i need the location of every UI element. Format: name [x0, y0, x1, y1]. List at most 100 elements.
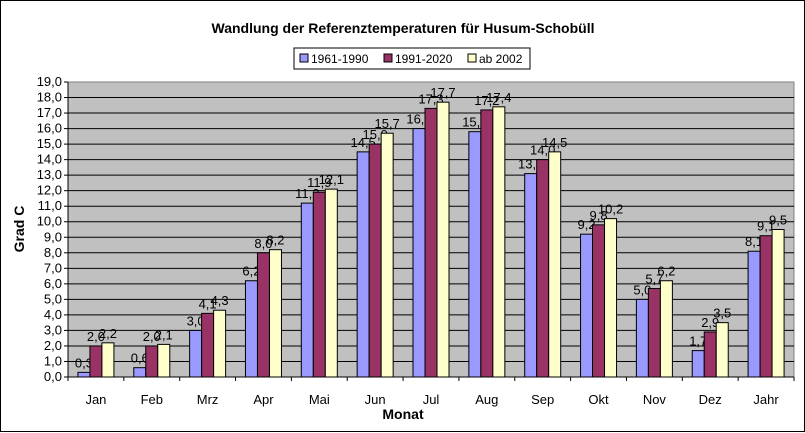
bar: [380, 132, 394, 378]
legend-swatch: [383, 53, 393, 63]
data-label: 4,3: [211, 293, 229, 308]
bar: [759, 235, 773, 378]
x-tick-label: Sep: [531, 392, 554, 407]
y-tick-label: 1,0: [44, 353, 62, 368]
bar: [436, 101, 450, 378]
bar: [592, 224, 606, 378]
x-tick-label: Jahr: [753, 392, 779, 407]
x-tick-label: Jul: [423, 392, 440, 407]
data-label: 2,2: [99, 326, 117, 341]
y-tick-label: 9,0: [44, 229, 62, 244]
bar: [412, 128, 426, 378]
y-tick-label: 8,0: [44, 245, 62, 260]
data-label: 8,1: [745, 234, 763, 249]
legend: 1961-1990 1991-2020 ab 2002: [293, 47, 531, 70]
y-tick-label: 14,0: [37, 152, 62, 167]
bar: [189, 329, 203, 378]
bar: [201, 312, 215, 378]
data-label: 1,7: [689, 334, 707, 349]
bar: [703, 331, 717, 378]
data-label: 0,6: [131, 351, 149, 366]
legend-swatch: [467, 53, 477, 63]
data-label: 14,5: [542, 135, 567, 150]
y-tick-label: 7,0: [44, 260, 62, 275]
bar: [480, 109, 494, 378]
data-label: 2,0: [87, 329, 105, 344]
x-tick-label: Mai: [309, 392, 330, 407]
legend-label: 1991-2020: [395, 52, 453, 66]
bar: [771, 229, 785, 378]
bar: [324, 188, 338, 378]
y-tick-label: 4,0: [44, 307, 62, 322]
data-label: 8,2: [266, 233, 284, 248]
data-label: 6,2: [242, 264, 260, 279]
bar: [244, 280, 258, 378]
y-tick-label: 6,0: [44, 276, 62, 291]
data-label: 5,7: [645, 272, 663, 287]
bar: [548, 151, 562, 378]
y-tick-label: 18,0: [37, 90, 62, 105]
bar: [157, 343, 171, 378]
data-label: 17,4: [486, 90, 511, 105]
bar: [659, 280, 673, 378]
bar: [145, 345, 159, 378]
data-label: 9,2: [577, 217, 595, 232]
data-label: 2,1: [155, 327, 173, 342]
bar: [213, 309, 227, 378]
bar: [133, 367, 147, 378]
data-label: 9,8: [589, 208, 607, 223]
x-tick-label: Jan: [85, 392, 106, 407]
legend-label: 1961-1990: [311, 52, 369, 66]
bar: [536, 159, 550, 378]
bar: [635, 298, 649, 378]
y-tick-label: 19,0: [37, 74, 62, 89]
y-tick-label: 2,0: [44, 338, 62, 353]
data-label: 10,2: [598, 202, 623, 217]
y-tick-label: 0,0: [44, 369, 62, 384]
x-tick-label: Okt: [588, 392, 609, 407]
data-label: 3,0: [187, 313, 205, 328]
x-tick-label: Apr: [253, 392, 274, 407]
data-label: 17,2: [474, 93, 499, 108]
data-label: 5,0: [633, 282, 651, 297]
x-tick-label: Nov: [643, 392, 667, 407]
chart-title: Wandlung der Referenztemperaturen für Hu…: [212, 20, 595, 36]
y-tick-label: 17,0: [37, 105, 62, 120]
data-label: 8,0: [254, 236, 272, 251]
x-tick-label: Aug: [475, 392, 498, 407]
bar: [268, 249, 282, 378]
data-label: 9,1: [757, 219, 775, 234]
bar: [89, 345, 103, 378]
data-label: 2,9: [701, 315, 719, 330]
bar: [356, 151, 370, 378]
data-label: 2,0: [143, 329, 161, 344]
plot-area: 0,01,02,03,04,05,06,07,08,09,010,011,012…: [37, 74, 795, 407]
x-tick-label: Mrz: [197, 392, 219, 407]
bar: [312, 191, 326, 378]
y-tick-label: 12,0: [37, 183, 62, 198]
y-tick-label: 11,0: [38, 198, 62, 213]
data-label: 17,7: [430, 85, 455, 100]
y-tick-label: 13,0: [37, 167, 62, 182]
bar: [256, 252, 270, 378]
data-label: 6,2: [657, 264, 675, 279]
legend-label: ab 2002: [479, 52, 523, 66]
data-label: 12,1: [319, 172, 344, 187]
data-label: 9,5: [769, 213, 787, 228]
bar: [300, 202, 314, 378]
legend-swatch: [299, 53, 309, 63]
bar: [77, 371, 91, 378]
bar: [604, 218, 618, 378]
bar: [691, 350, 705, 378]
data-label: 3,5: [713, 306, 731, 321]
bar: [747, 250, 761, 378]
data-label: 11,9: [307, 175, 331, 190]
y-tick-label: 10,0: [37, 214, 62, 229]
data-label: 4,1: [199, 296, 217, 311]
bar: [580, 233, 594, 378]
data-label: 0,3: [75, 355, 93, 370]
y-axis-title: Grad C: [11, 206, 27, 253]
legend-box: [293, 47, 531, 70]
bar: [368, 143, 382, 378]
